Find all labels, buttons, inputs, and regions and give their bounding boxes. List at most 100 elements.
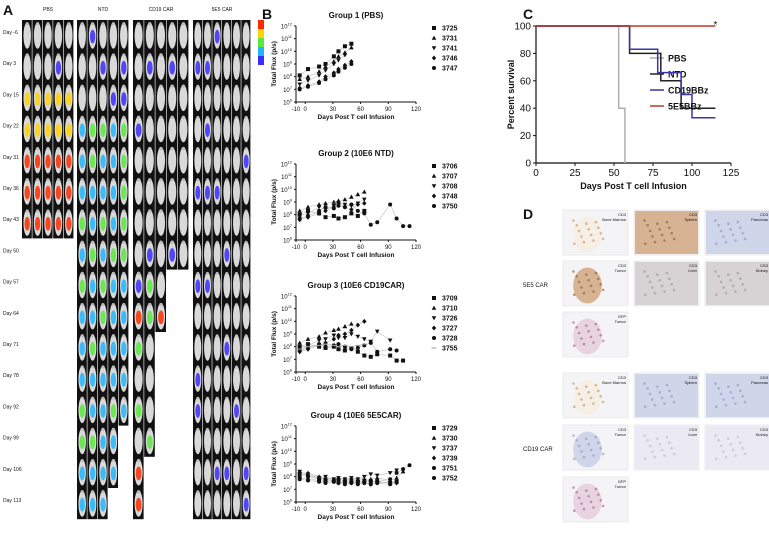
mouse-head xyxy=(244,303,248,306)
stain-spot xyxy=(734,239,737,242)
marker-circle xyxy=(306,84,310,89)
stain-spot xyxy=(724,240,728,244)
mouse-silhouette xyxy=(134,240,143,268)
mouse-head xyxy=(235,240,238,244)
imaging-day-label: Day 71 xyxy=(3,342,19,348)
marker-triangle-down xyxy=(431,184,437,189)
mouse-head xyxy=(215,365,219,369)
stain-spot xyxy=(589,233,593,237)
marker-square xyxy=(432,26,436,30)
bioluminescence-signal xyxy=(45,154,51,169)
marker-triangle xyxy=(431,305,437,310)
stain-spot xyxy=(653,291,657,295)
stain-spot xyxy=(592,341,595,344)
marker-triangle-down xyxy=(305,211,311,216)
bioluminescence-signal xyxy=(79,310,85,325)
mouse-head xyxy=(159,209,163,213)
mouse-silhouette xyxy=(194,22,202,49)
mouse-head xyxy=(215,53,219,57)
marker-triangle xyxy=(297,340,302,345)
stain-spot xyxy=(665,435,669,439)
y-tick-label: 1010 xyxy=(281,317,293,326)
marker-diamond xyxy=(349,207,354,213)
stain-spot xyxy=(587,443,590,446)
marker-circle xyxy=(401,467,406,472)
marker-triangle-down xyxy=(297,346,302,351)
stain-spot xyxy=(594,322,598,326)
mouse-silhouette xyxy=(233,459,240,486)
mouse-head xyxy=(196,209,200,213)
x-tick-label: -10 xyxy=(292,507,301,513)
bioluminescence-signal xyxy=(243,466,249,481)
y-tick-label: 1010 xyxy=(281,185,293,194)
marker-circle xyxy=(407,224,412,229)
mouse-head xyxy=(181,84,186,88)
stain-spot xyxy=(573,242,576,245)
mouse-head xyxy=(235,334,238,338)
legend-entry: 3707 xyxy=(442,174,458,181)
marker-triangle xyxy=(316,334,322,339)
mouse-silhouette xyxy=(204,84,211,112)
mouse-head xyxy=(80,146,84,151)
mouse-head xyxy=(159,178,163,182)
mouse-head xyxy=(225,365,229,369)
x-tick-label: 120 xyxy=(411,377,422,383)
y-tick-label: 1011 xyxy=(281,304,293,313)
mouse-head xyxy=(215,115,219,119)
mouse-head xyxy=(136,271,141,276)
marker-triangle-down xyxy=(316,338,322,343)
marker-diamond xyxy=(331,336,337,342)
marker-circle xyxy=(388,347,393,352)
mouse-silhouette xyxy=(213,84,221,112)
mouse-head xyxy=(101,209,105,213)
mouse-silhouette xyxy=(33,22,42,49)
marker-circle xyxy=(342,478,347,483)
marker-circle xyxy=(375,349,380,354)
x-tick-label: 125 xyxy=(723,168,740,179)
mouse-head xyxy=(80,458,84,463)
mouse-silhouette xyxy=(156,116,166,143)
mouse-head xyxy=(136,84,141,88)
series-line xyxy=(299,199,365,217)
stain-spot xyxy=(663,239,666,242)
stain-spot xyxy=(717,387,720,390)
series-line xyxy=(299,202,365,220)
mouse-head xyxy=(181,240,186,244)
marker-circle xyxy=(355,482,360,487)
marker-square xyxy=(432,164,436,168)
bioluminescence-signal xyxy=(121,154,127,169)
mouse-head xyxy=(136,396,141,400)
series-line xyxy=(299,191,365,212)
mouse-head xyxy=(235,396,238,400)
mouse-silhouette xyxy=(194,490,202,517)
mouse-silhouette xyxy=(156,147,166,174)
marker-triangle xyxy=(431,35,437,40)
mouse-head xyxy=(91,240,95,244)
mouse-head xyxy=(122,209,126,213)
stain-spot xyxy=(743,400,747,404)
mouse-head xyxy=(235,271,238,275)
y-tick-label: 106 xyxy=(283,498,293,507)
stain-spot xyxy=(597,226,600,229)
mouse-silhouette xyxy=(156,178,166,205)
mouse-head xyxy=(80,490,84,494)
bioluminescence-signal xyxy=(24,185,30,200)
stain-spot xyxy=(601,237,605,241)
bioluminescence-signal xyxy=(100,404,106,418)
mouse-head xyxy=(111,84,115,88)
mouse-silhouette xyxy=(223,272,231,299)
mouse-column xyxy=(87,20,98,520)
marker-triangle xyxy=(331,327,337,332)
mouse-head xyxy=(111,22,115,26)
marker-circle xyxy=(368,340,373,345)
mouse-silhouette xyxy=(23,22,31,49)
mouse-silhouette xyxy=(44,53,52,80)
mouse-head xyxy=(225,147,229,150)
stain-spot xyxy=(580,235,583,238)
mouse-head xyxy=(56,53,60,57)
marker-triangle-down xyxy=(323,337,328,342)
bioluminescence-signal xyxy=(45,185,51,200)
imaging-day-label: Day 113 xyxy=(3,498,21,504)
mouse-column xyxy=(133,20,144,520)
stain-spot xyxy=(589,284,593,288)
